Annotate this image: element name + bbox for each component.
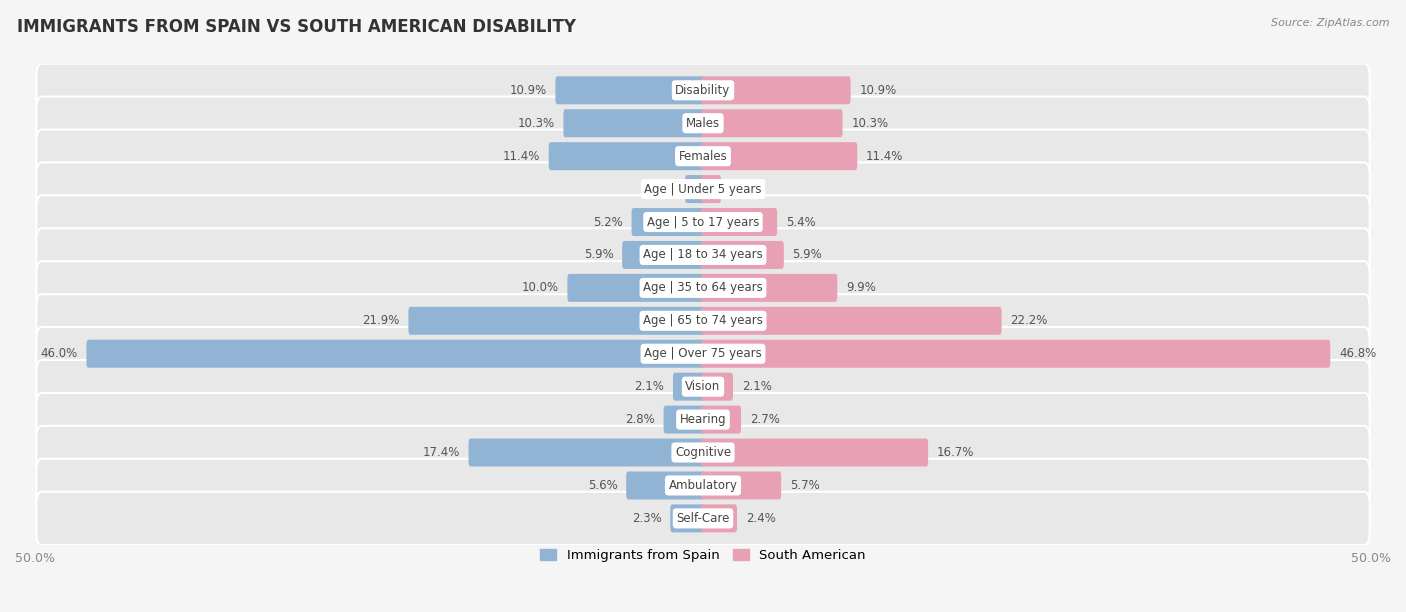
Text: Age | Under 5 years: Age | Under 5 years — [644, 182, 762, 196]
Text: Age | Over 75 years: Age | Over 75 years — [644, 347, 762, 360]
FancyBboxPatch shape — [702, 307, 1001, 335]
Text: 1.2%: 1.2% — [730, 182, 759, 196]
FancyBboxPatch shape — [548, 142, 704, 170]
FancyBboxPatch shape — [702, 208, 778, 236]
FancyBboxPatch shape — [37, 130, 1369, 183]
Text: 10.3%: 10.3% — [517, 117, 555, 130]
Legend: Immigrants from Spain, South American: Immigrants from Spain, South American — [536, 543, 870, 567]
FancyBboxPatch shape — [702, 471, 782, 499]
Text: Ambulatory: Ambulatory — [668, 479, 738, 492]
Text: Source: ZipAtlas.com: Source: ZipAtlas.com — [1271, 18, 1389, 28]
FancyBboxPatch shape — [555, 76, 704, 104]
FancyBboxPatch shape — [664, 406, 704, 433]
Text: 16.7%: 16.7% — [936, 446, 974, 459]
Text: Disability: Disability — [675, 84, 731, 97]
Text: 11.4%: 11.4% — [866, 150, 904, 163]
FancyBboxPatch shape — [623, 241, 704, 269]
Text: 21.9%: 21.9% — [363, 315, 399, 327]
Text: 2.4%: 2.4% — [745, 512, 776, 525]
Text: 2.7%: 2.7% — [749, 413, 780, 426]
FancyBboxPatch shape — [37, 360, 1369, 413]
FancyBboxPatch shape — [37, 228, 1369, 282]
FancyBboxPatch shape — [702, 241, 783, 269]
FancyBboxPatch shape — [37, 97, 1369, 150]
Text: Age | 65 to 74 years: Age | 65 to 74 years — [643, 315, 763, 327]
Text: 9.9%: 9.9% — [846, 282, 876, 294]
Text: 2.1%: 2.1% — [742, 380, 772, 393]
FancyBboxPatch shape — [37, 393, 1369, 446]
Text: 10.9%: 10.9% — [859, 84, 897, 97]
FancyBboxPatch shape — [37, 327, 1369, 381]
Text: 5.4%: 5.4% — [786, 215, 815, 228]
Text: 10.3%: 10.3% — [851, 117, 889, 130]
FancyBboxPatch shape — [702, 406, 741, 433]
FancyBboxPatch shape — [702, 76, 851, 104]
FancyBboxPatch shape — [702, 340, 1330, 368]
FancyBboxPatch shape — [673, 373, 704, 401]
Text: 22.2%: 22.2% — [1011, 315, 1047, 327]
Text: 5.9%: 5.9% — [793, 248, 823, 261]
FancyBboxPatch shape — [671, 504, 704, 532]
FancyBboxPatch shape — [685, 175, 704, 203]
Text: 2.1%: 2.1% — [634, 380, 664, 393]
FancyBboxPatch shape — [37, 294, 1369, 348]
FancyBboxPatch shape — [86, 340, 704, 368]
FancyBboxPatch shape — [37, 459, 1369, 512]
Text: Self-Care: Self-Care — [676, 512, 730, 525]
FancyBboxPatch shape — [408, 307, 704, 335]
Text: 46.0%: 46.0% — [41, 347, 77, 360]
FancyBboxPatch shape — [702, 439, 928, 466]
Text: 11.4%: 11.4% — [502, 150, 540, 163]
Text: 17.4%: 17.4% — [422, 446, 460, 459]
Text: 5.6%: 5.6% — [588, 479, 617, 492]
Text: Vision: Vision — [685, 380, 721, 393]
Text: 5.7%: 5.7% — [790, 479, 820, 492]
FancyBboxPatch shape — [631, 208, 704, 236]
FancyBboxPatch shape — [568, 274, 704, 302]
FancyBboxPatch shape — [37, 261, 1369, 315]
Text: Age | 18 to 34 years: Age | 18 to 34 years — [643, 248, 763, 261]
Text: 5.2%: 5.2% — [593, 215, 623, 228]
Text: 1.2%: 1.2% — [647, 182, 676, 196]
Text: Males: Males — [686, 117, 720, 130]
FancyBboxPatch shape — [564, 109, 704, 137]
Text: Females: Females — [679, 150, 727, 163]
FancyBboxPatch shape — [37, 195, 1369, 248]
FancyBboxPatch shape — [626, 471, 704, 499]
FancyBboxPatch shape — [468, 439, 704, 466]
Text: Age | 35 to 64 years: Age | 35 to 64 years — [643, 282, 763, 294]
Text: 46.8%: 46.8% — [1339, 347, 1376, 360]
FancyBboxPatch shape — [702, 274, 837, 302]
Text: Age | 5 to 17 years: Age | 5 to 17 years — [647, 215, 759, 228]
Text: 2.8%: 2.8% — [626, 413, 655, 426]
Text: Cognitive: Cognitive — [675, 446, 731, 459]
Text: Hearing: Hearing — [679, 413, 727, 426]
Text: 10.0%: 10.0% — [522, 282, 558, 294]
FancyBboxPatch shape — [702, 175, 721, 203]
FancyBboxPatch shape — [702, 504, 737, 532]
Text: 10.9%: 10.9% — [509, 84, 547, 97]
FancyBboxPatch shape — [37, 162, 1369, 216]
FancyBboxPatch shape — [37, 64, 1369, 117]
FancyBboxPatch shape — [702, 109, 842, 137]
Text: IMMIGRANTS FROM SPAIN VS SOUTH AMERICAN DISABILITY: IMMIGRANTS FROM SPAIN VS SOUTH AMERICAN … — [17, 18, 576, 36]
Text: 5.9%: 5.9% — [583, 248, 613, 261]
Text: 2.3%: 2.3% — [631, 512, 662, 525]
FancyBboxPatch shape — [702, 373, 733, 401]
FancyBboxPatch shape — [37, 491, 1369, 545]
FancyBboxPatch shape — [702, 142, 858, 170]
FancyBboxPatch shape — [37, 426, 1369, 479]
